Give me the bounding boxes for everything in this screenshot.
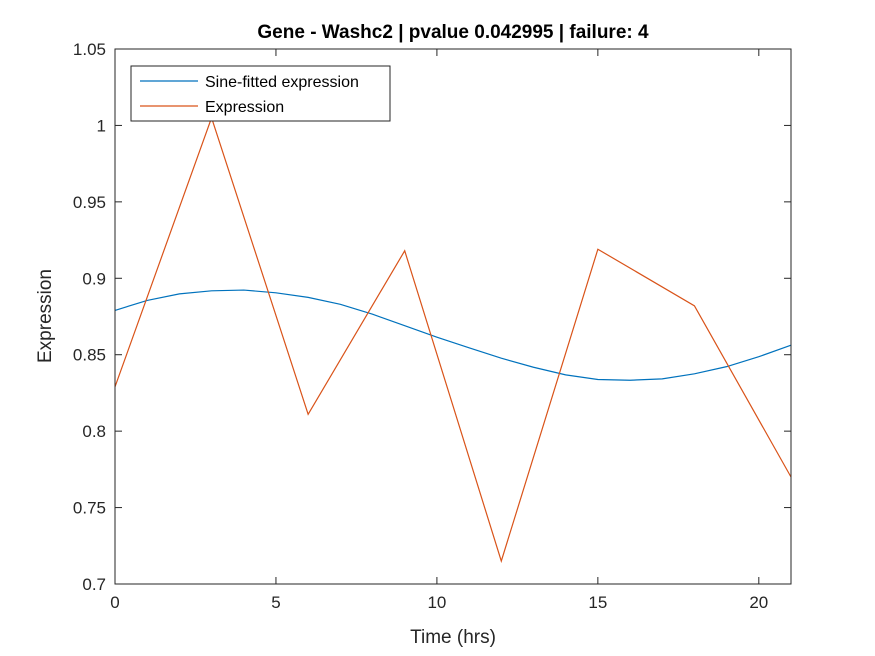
plot-area: 0 5 10 15 20 0.7 0.75 0.8 0.85 0.9 0.95 1 1.05 [73,40,792,612]
legend-box [130,65,391,122]
x-axis-ticks: 0 5 10 15 20 [110,49,768,612]
x-tick-label: 10 [427,593,446,612]
y-tick-label: 1.05 [73,40,106,59]
y-tick-label: 0.85 [73,346,106,365]
chart-title: Gene - Washc2 | pvalue 0.042995 | failur… [257,22,649,43]
x-tick-label: 0 [110,593,119,612]
legend-label-expression: Expression [205,99,284,116]
y-tick-label: 0.8 [82,422,106,441]
y-tick-label: 0.9 [82,269,106,288]
y-tick-label: 0.95 [73,193,106,212]
series-line-0 [114,289,792,381]
y-tick-label: 0.7 [82,575,106,594]
x-tick-label: 15 [588,593,607,612]
series-line-1 [114,115,792,564]
axes-box [115,49,791,584]
y-tick-label: 0.75 [73,499,106,518]
x-tick-label: 5 [271,593,280,612]
x-tick-label: 20 [749,593,768,612]
y-axis-ticks: 0.7 0.75 0.8 0.85 0.9 0.95 1 1.05 [73,40,791,594]
legend: Sine-fitted expression Expression [130,65,391,122]
axes-frame [114,48,792,585]
axes-border [114,48,792,585]
y-axis-label: Expression [35,269,56,363]
y-tick-label: 1 [97,116,106,135]
x-axis-label: Time (hrs) [410,627,496,648]
series-layer [114,115,792,564]
legend-label-sine-fitted: Sine-fitted expression [205,74,359,91]
